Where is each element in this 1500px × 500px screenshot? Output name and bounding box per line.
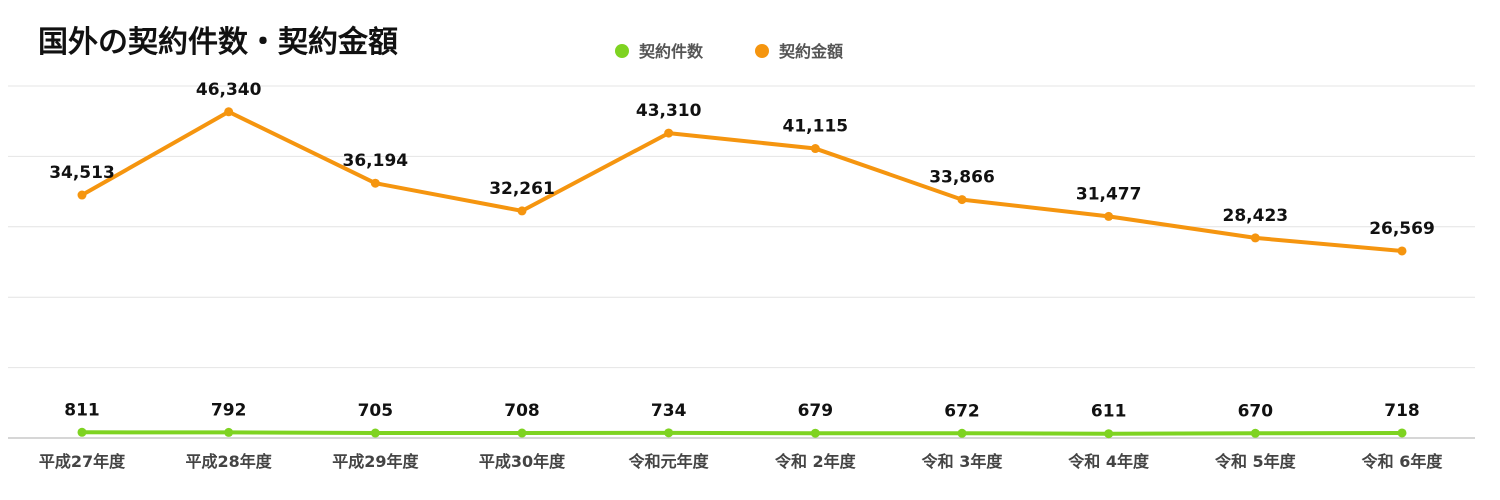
x-tick-label: 令和 2年度 — [774, 452, 857, 471]
legend-label-contract-count: 契約件数 — [638, 42, 704, 61]
x-axis-tick-labels: 平成27年度 平成28年度 平成29年度 平成30年度 令和元年度 令和 2年度 令和 3年… — [39, 452, 1443, 471]
data-label-contract-count: 705 — [358, 401, 394, 421]
data-point-contract-count — [517, 428, 527, 438]
data-point-contract-amount — [77, 190, 87, 200]
data-point-contract-amount — [517, 206, 527, 216]
data-label-contract-count: 792 — [211, 400, 247, 420]
data-point-contract-count — [77, 427, 87, 437]
series-line-contract-amount — [80, 109, 1404, 253]
x-tick-label: 令和 3年度 — [921, 452, 1004, 471]
data-label-contract-amount: 28,423 — [1223, 206, 1289, 226]
data-label-contract-count: 718 — [1384, 401, 1420, 421]
x-tick-label: 令和 4年度 — [1067, 452, 1150, 471]
data-label-contract-count: 672 — [944, 401, 980, 421]
series-layer: 811 792 705 708 734 679 672 611 670 718 34,513 46,3… — [49, 80, 1435, 439]
data-point-contract-amount — [224, 107, 234, 117]
data-point-contract-count — [810, 428, 820, 438]
data-point-contract-count — [1397, 428, 1407, 438]
data-label-contract-amount: 34,513 — [49, 163, 115, 183]
data-point-contract-amount — [1250, 233, 1260, 243]
legend-marker-contract-count — [615, 44, 629, 58]
series-line-contract-count — [80, 430, 1404, 436]
x-tick-label: 平成27年度 — [39, 452, 126, 471]
data-label-contract-amount: 33,866 — [929, 168, 995, 188]
data-point-contract-amount — [370, 178, 380, 188]
data-point-contract-amount — [810, 144, 820, 154]
chart-title: 国外の契約件数・契約金額 — [38, 25, 398, 60]
data-point-contract-count — [957, 428, 967, 438]
data-point-contract-amount — [1104, 211, 1114, 221]
data-label-contract-amount: 36,194 — [343, 151, 409, 171]
data-label-contract-amount: 43,310 — [636, 101, 702, 121]
data-label-contract-amount: 31,477 — [1076, 184, 1142, 204]
data-point-contract-count — [1250, 428, 1260, 438]
legend-marker-contract-amount — [755, 44, 769, 58]
data-label-contract-amount: 26,569 — [1369, 219, 1435, 239]
legend: 契約件数 契約金額 — [615, 42, 843, 61]
data-point-contract-amount — [957, 195, 967, 205]
x-tick-label: 平成29年度 — [332, 452, 419, 471]
data-point-contract-count — [1104, 429, 1114, 439]
data-label-contract-amount: 46,340 — [196, 80, 262, 100]
x-tick-label: 令和 5年度 — [1214, 452, 1297, 471]
data-point-contract-count — [224, 427, 234, 437]
x-tick-label: 令和元年度 — [628, 452, 710, 471]
x-tick-label: 令和 6年度 — [1361, 452, 1444, 471]
data-label-contract-count: 670 — [1238, 401, 1274, 421]
data-label-contract-count: 708 — [504, 401, 540, 421]
gridlines — [8, 85, 1475, 369]
data-label-contract-count: 811 — [64, 400, 100, 420]
x-tick-label: 平成28年度 — [186, 452, 273, 471]
data-label-contract-count: 611 — [1091, 402, 1127, 422]
data-label-contract-count: 734 — [651, 401, 687, 421]
x-tick-label: 平成30年度 — [479, 452, 566, 471]
data-point-contract-amount — [664, 128, 674, 138]
series-contract-count: 811 792 705 708 734 679 672 611 670 718 — [64, 400, 1420, 439]
data-point-contract-amount — [1397, 246, 1407, 256]
data-point-contract-count — [664, 428, 674, 438]
data-label-contract-amount: 32,261 — [489, 179, 555, 199]
data-point-contract-count — [370, 428, 380, 438]
data-label-contract-count: 679 — [798, 401, 834, 421]
data-label-contract-amount: 41,115 — [783, 117, 849, 137]
legend-label-contract-amount: 契約金額 — [778, 42, 843, 61]
series-contract-amount: 34,513 46,340 36,194 32,261 43,310 41,115 33,8… — [49, 80, 1435, 256]
